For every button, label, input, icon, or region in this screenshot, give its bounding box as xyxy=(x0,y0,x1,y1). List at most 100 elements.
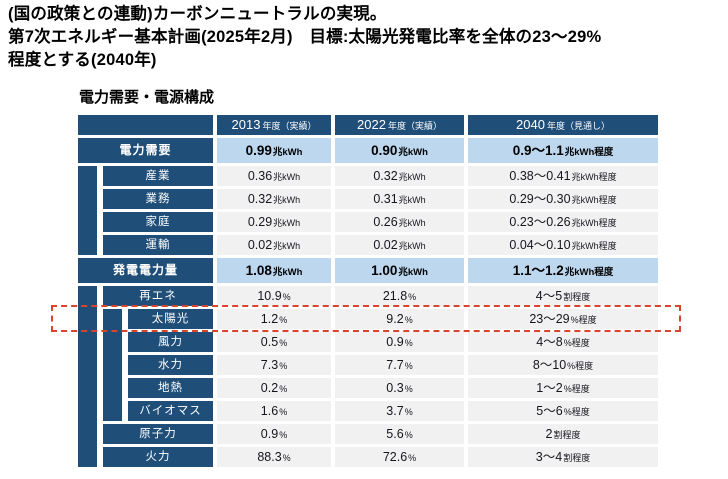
value-cell-nuclear-2013: 0.9% xyxy=(217,424,331,444)
value-number: 1.2 xyxy=(260,312,279,326)
row-label-cell: 風力 xyxy=(78,332,213,355)
value-number: 1.00 xyxy=(371,263,398,278)
table-row-renewable: 再エネ 10.9% 21.8% 4〜5割程度 xyxy=(78,286,658,309)
value-cell-demand-2013: 0.99兆kWh xyxy=(217,138,331,163)
table-row-nuclear: 原子力 0.9% 5.6% 2割程度 xyxy=(78,424,658,447)
value-unit: %程度 xyxy=(563,338,590,348)
value-cell-solar-2022: 9.2% xyxy=(335,309,464,329)
table-row-business: 業務 0.32兆kWh 0.31兆kWh 0.29〜0.30兆kWh程度 xyxy=(78,189,658,212)
value-number: 0.9 xyxy=(260,427,279,441)
value-number: 5.6 xyxy=(386,427,404,441)
row-label: 原子力 xyxy=(103,424,213,444)
column-year: 2013 xyxy=(231,117,261,132)
value-number: 1.6 xyxy=(260,404,279,418)
row-label-cell: 運輸 xyxy=(78,235,213,255)
indent-strip xyxy=(78,332,97,355)
value-unit: % xyxy=(404,361,413,371)
value-number: 0.23〜0.26 xyxy=(509,215,571,229)
value-cell-business-2040: 0.29〜0.30兆kWh程度 xyxy=(468,189,658,209)
value-unit: %程度 xyxy=(567,361,594,371)
row-label: バイオマス xyxy=(128,401,213,421)
value-number: 3.7 xyxy=(386,404,404,418)
row-label-cell: バイオマス xyxy=(78,401,213,424)
indent-strip xyxy=(78,378,97,401)
value-unit: 兆kWh xyxy=(273,195,301,205)
row-label: 産業 xyxy=(103,166,213,186)
row-label-cell: 家庭 xyxy=(78,212,213,235)
value-cell-generation-2040: 1.1〜1.2兆kWh程度 xyxy=(468,258,658,283)
value-cell-business-2022: 0.31兆kWh xyxy=(335,189,464,209)
value-number: 0.02 xyxy=(373,238,398,252)
value-unit: 兆kWh程度 xyxy=(571,195,617,205)
column-header-2013: 2013 年度（実績） xyxy=(217,115,331,135)
row-label-cell: 業務 xyxy=(78,189,213,212)
value-number: 72.6 xyxy=(382,450,408,464)
value-cell-demand-2040: 0.9〜1.1兆kWh程度 xyxy=(468,138,658,163)
table-row-biomass: バイオマス 1.6% 3.7% 5〜6%程度 xyxy=(78,401,658,424)
indent-strip xyxy=(78,424,97,447)
value-cell-nuclear-2040: 2割程度 xyxy=(468,424,658,444)
value-cell-generation-2013: 1.08兆kWh xyxy=(217,258,331,283)
value-cell-nuclear-2022: 5.6% xyxy=(335,424,464,444)
value-number: 0.04〜0.10 xyxy=(509,238,571,252)
value-number: 1.08 xyxy=(245,263,272,278)
table-row-household: 家庭 0.29兆kWh 0.26兆kWh 0.23〜0.26兆kWh程度 xyxy=(78,212,658,235)
value-cell-solar-2040: 23〜29%程度 xyxy=(468,309,658,329)
value-cell-renewable-2013: 10.9% xyxy=(217,286,331,306)
indent-strip xyxy=(103,332,122,355)
value-cell-solar-2013: 1.2% xyxy=(217,309,331,329)
value-unit: 兆kWh程度 xyxy=(571,218,617,228)
value-unit: %程度 xyxy=(570,315,597,325)
value-number: 23〜29 xyxy=(529,312,570,326)
indent-strip xyxy=(78,447,97,467)
value-cell-biomass-2022: 3.7% xyxy=(335,401,464,421)
value-unit: % xyxy=(279,315,288,325)
row-label-cell: 地熱 xyxy=(78,378,213,401)
table-row-geothermal: 地熱 0.2% 0.3% 1〜2%程度 xyxy=(78,378,658,401)
value-cell-hydro-2013: 7.3% xyxy=(217,355,331,375)
indent-strip xyxy=(78,235,97,255)
table-row-solar: 太陽光 1.2% 9.2% 23〜29%程度 xyxy=(51,305,681,332)
value-unit: 兆kWh xyxy=(398,172,426,182)
value-number: 0.32 xyxy=(373,169,398,183)
value-unit: % xyxy=(404,315,413,325)
table-body: 電力需要 0.99兆kWh 0.90兆kWh 0.9〜1.1兆kWh程度 産業 0.36兆… xyxy=(51,138,681,467)
indent-strip xyxy=(78,286,97,309)
value-unit: 兆kWh xyxy=(398,218,426,228)
value-cell-industry-2022: 0.32兆kWh xyxy=(335,166,464,186)
value-number: 0.2 xyxy=(260,381,279,395)
indent-strip xyxy=(78,212,97,235)
value-cell-household-2022: 0.26兆kWh xyxy=(335,212,464,232)
value-unit: % xyxy=(408,292,417,302)
value-unit: 兆kWh xyxy=(398,195,426,205)
row-label-cell: 水力 xyxy=(78,355,213,378)
value-cell-geothermal-2040: 1〜2%程度 xyxy=(468,378,658,398)
value-number: 9.2 xyxy=(386,312,404,326)
value-number: 10.9 xyxy=(257,289,282,303)
value-unit: 兆kWh xyxy=(398,147,428,158)
value-number: 8〜10 xyxy=(532,358,567,372)
row-label: 水力 xyxy=(128,355,213,375)
value-unit: 兆kWh xyxy=(398,267,428,278)
value-cell-geothermal-2022: 0.3% xyxy=(335,378,464,398)
value-number: 0.3 xyxy=(386,381,404,395)
value-unit: 兆kWh程度 xyxy=(564,267,614,278)
value-cell-geothermal-2013: 0.2% xyxy=(217,378,331,398)
value-cell-renewable-2022: 21.8% xyxy=(335,286,464,306)
indent-strip xyxy=(103,378,122,401)
value-number: 2 xyxy=(545,427,553,441)
value-number: 7.7 xyxy=(386,358,404,372)
corner-cell xyxy=(78,115,213,135)
value-cell-hydro-2040: 8〜10%程度 xyxy=(468,355,658,375)
row-label: 電力需要 xyxy=(78,138,213,163)
value-cell-wind-2022: 0.9% xyxy=(335,332,464,352)
row-label-cell: 再エネ xyxy=(78,286,213,309)
value-cell-industry-2013: 0.36兆kWh xyxy=(217,166,331,186)
table-row-industry: 産業 0.36兆kWh 0.32兆kWh 0.38〜0.41兆kWh程度 xyxy=(78,166,658,189)
value-unit: 兆kWh xyxy=(398,241,426,251)
value-cell-hydro-2022: 7.7% xyxy=(335,355,464,375)
value-unit: % xyxy=(282,453,291,463)
heading-line-2: 第7次エネルギー基本計画(2025年2月) 目標:太陽光発電比率を全体の23〜2… xyxy=(8,27,602,46)
row-label: 運輸 xyxy=(103,235,213,255)
value-number: 7.3 xyxy=(260,358,279,372)
